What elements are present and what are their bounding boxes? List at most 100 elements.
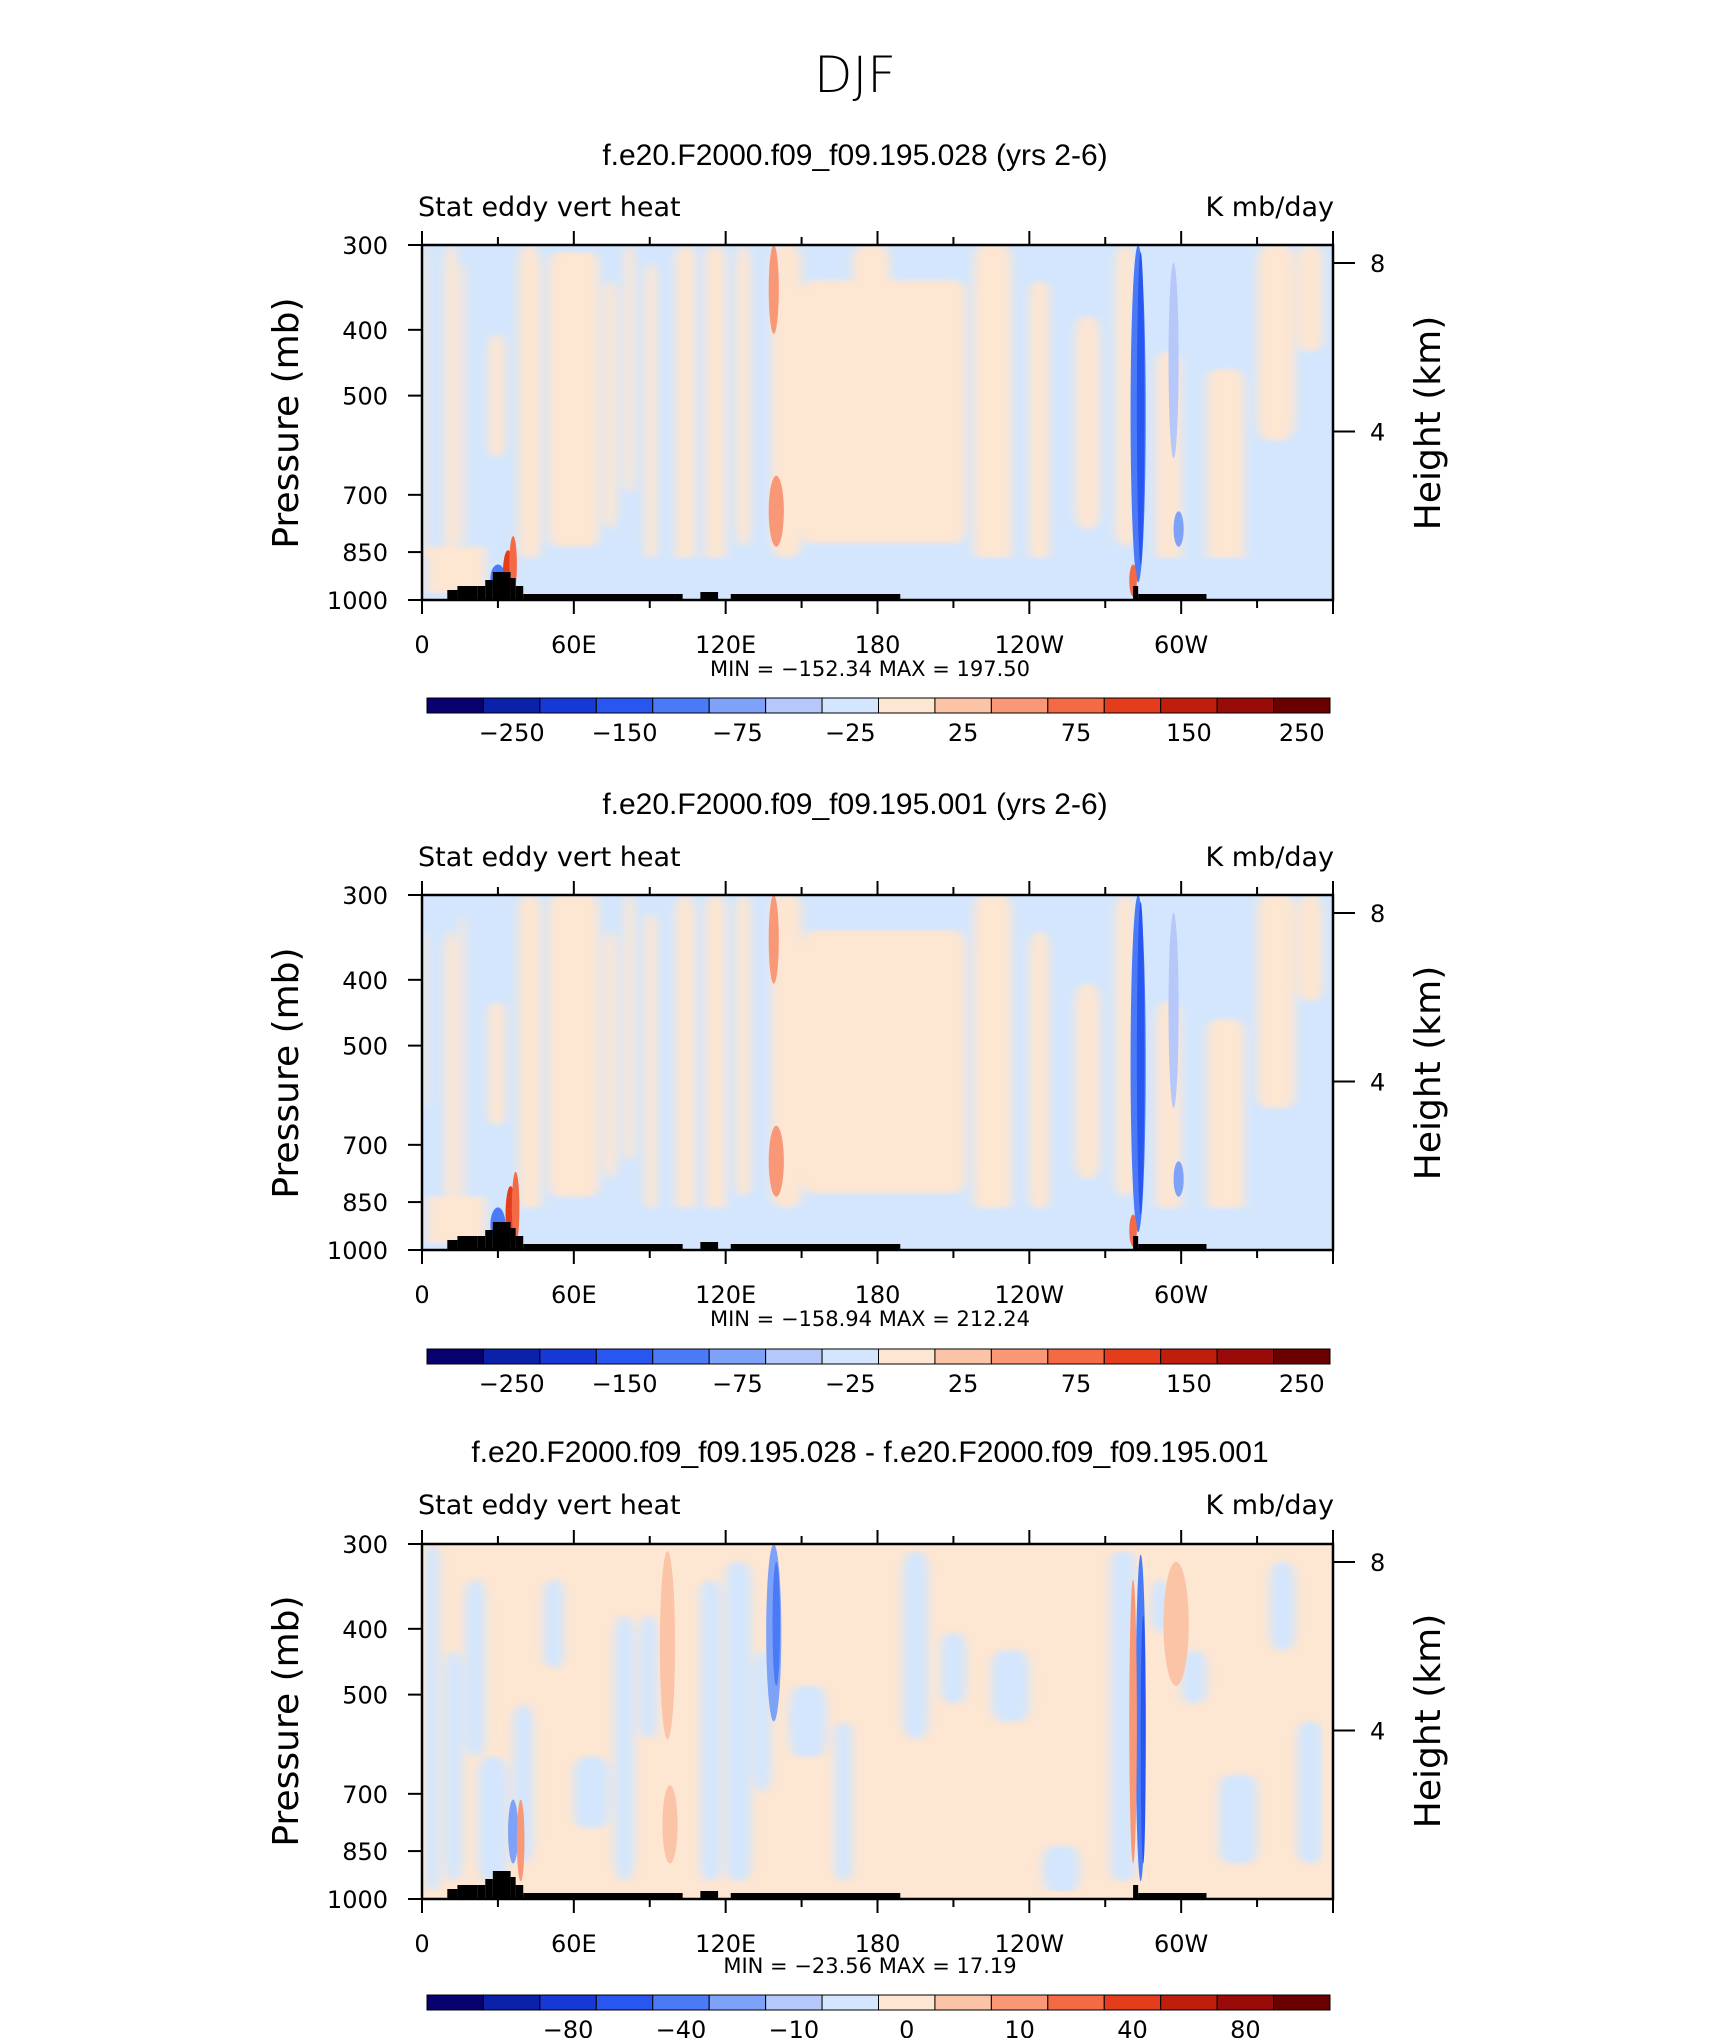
- colorbar-swatch: [1216, 1348, 1275, 1365]
- y2-tick-label: 4: [1370, 419, 1385, 447]
- panel-3-right-label: K mb/day: [1206, 1490, 1335, 1521]
- contour-region: [444, 930, 458, 1215]
- contour-region: [1297, 1721, 1323, 1864]
- contour-region: [1115, 245, 1136, 547]
- terrain-block: [510, 1228, 516, 1250]
- contour-region: [1110, 1551, 1136, 1882]
- panel-1-colorbar: −250 −150 −75 −25 25 75 150 250: [426, 697, 1331, 747]
- colorbar-swatch: [765, 1994, 823, 2011]
- y2-tick-label: 4: [1370, 1069, 1385, 1097]
- contour-region: [477, 1757, 509, 1882]
- x-tick-label: 0: [414, 1930, 429, 1958]
- contour-region: [614, 1615, 635, 1882]
- colorbar-swatch: [539, 1994, 597, 2011]
- contour-streak: [772, 1561, 781, 1686]
- contour-field: [422, 245, 1333, 600]
- panel-2: f.e20.F2000.f09_f09.195.001 (yrs 2-6) St…: [266, 788, 1449, 1398]
- contour-region: [573, 1757, 610, 1828]
- x-tick-label: 120W: [995, 631, 1065, 659]
- x-tick-label: 180: [855, 631, 901, 659]
- x-tick-label: 60W: [1154, 631, 1208, 659]
- contour-region: [1206, 369, 1245, 583]
- contour-region: [1269, 1561, 1296, 1651]
- colorbar-label: 150: [1166, 1370, 1212, 1398]
- terrain-block: [492, 1222, 511, 1250]
- contour-streak: [511, 1171, 520, 1243]
- terrain-block: [523, 1893, 676, 1899]
- panel-3-stats: MIN = −23.56 MAX = 17.19: [723, 1954, 1016, 1978]
- terrain-block: [515, 1885, 524, 1899]
- terrain-block: [485, 1879, 493, 1899]
- contour-streak: [768, 475, 784, 547]
- terrain-block: [1140, 1244, 1207, 1250]
- colorbar-swatch: [1160, 1348, 1218, 1365]
- y2-tick-label: 8: [1370, 1549, 1385, 1577]
- contour-region: [465, 1579, 486, 1757]
- colorbar-swatch: [1160, 697, 1218, 714]
- colorbar-swatch: [821, 1994, 879, 2011]
- contour-region: [1074, 983, 1101, 1179]
- contour-region: [548, 252, 600, 547]
- contour-region: [604, 280, 617, 529]
- terrain-block: [1140, 594, 1207, 600]
- panel-2-right-label: K mb/day: [1206, 842, 1335, 873]
- y-tick-label: 400: [342, 317, 388, 345]
- contour-region: [801, 930, 967, 1194]
- contour-region: [427, 1196, 486, 1243]
- colorbar-swatch: [1160, 1994, 1218, 2011]
- colorbar-label: 40: [1117, 2016, 1148, 2038]
- contour-streak: [768, 1125, 784, 1197]
- contour-region: [543, 1579, 564, 1669]
- colorbar-label: 75: [1061, 719, 1092, 747]
- contour-region: [424, 1544, 440, 1892]
- terrain-block: [675, 1893, 683, 1899]
- colorbar-swatch: [934, 1348, 992, 1365]
- terrain-block: [457, 1236, 478, 1250]
- page-title: DJF: [814, 46, 896, 104]
- colorbar-swatch: [821, 697, 879, 714]
- contour-region: [444, 1650, 463, 1882]
- contour-region: [801, 280, 967, 544]
- colorbar-label: −25: [825, 719, 876, 747]
- x-tick-label: 180: [855, 1930, 901, 1958]
- contour-region: [644, 912, 658, 1215]
- panel-2-title: f.e20.F2000.f09_f09.195.001 (yrs 2-6): [602, 788, 1107, 821]
- terrain-block: [1133, 1236, 1139, 1250]
- contour-streak: [1163, 1561, 1189, 1686]
- panel-3-title: f.e20.F2000.f09_f09.195.028 - f.e20.F200…: [471, 1436, 1268, 1469]
- terrain-block: [485, 580, 493, 600]
- y-tick-label: 300: [342, 1531, 388, 1559]
- contour-streak: [1168, 912, 1179, 1108]
- y-tick-label: 500: [342, 1682, 388, 1710]
- terrain-block: [457, 1885, 478, 1899]
- terrain-block: [1133, 586, 1139, 600]
- terrain-block: [740, 1244, 901, 1250]
- x-tick-label: 120W: [995, 1281, 1065, 1309]
- y-tick-label: 1000: [327, 1237, 388, 1265]
- panel-3-plot: 0 60E 120E 180 120W 60W 300 400 500 700 850 1000 8 4: [327, 1530, 1385, 1958]
- panel-2-y2label: Height (km): [1408, 966, 1449, 1180]
- colorbar-swatch: [765, 697, 823, 714]
- panel-1: f.e20.F2000.f09_f09.195.028 (yrs 2-6) St…: [266, 139, 1449, 747]
- y-tick-label: 700: [342, 1781, 388, 1809]
- panel-1-title: f.e20.F2000.f09_f09.195.028 (yrs 2-6): [602, 139, 1107, 172]
- x-tick-label: 60E: [551, 631, 597, 659]
- x-tick-label: 120E: [695, 1281, 756, 1309]
- colorbar-label: 75: [1061, 1370, 1092, 1398]
- contour-region: [422, 557, 1333, 600]
- terrain-block: [675, 1244, 683, 1250]
- colorbar-swatch: [1103, 1348, 1162, 1365]
- panel-2-colorbar: −250 −150 −75 −25 25 75 150 250: [426, 1348, 1331, 1398]
- y-tick-label: 1000: [327, 587, 388, 615]
- colorbar-swatch: [595, 1994, 654, 2011]
- terrain-block: [1140, 1893, 1207, 1899]
- contour-region: [700, 1579, 721, 1882]
- colorbar-swatch: [482, 1994, 541, 2011]
- colorbar-swatch: [708, 697, 767, 714]
- panel-2-left-label: Stat eddy vert heat: [418, 842, 681, 873]
- terrain-block: [510, 578, 516, 600]
- terrain-block: [700, 1242, 719, 1250]
- panel-3-left-label: Stat eddy vert heat: [418, 1490, 681, 1521]
- colorbar-swatch: [426, 697, 484, 714]
